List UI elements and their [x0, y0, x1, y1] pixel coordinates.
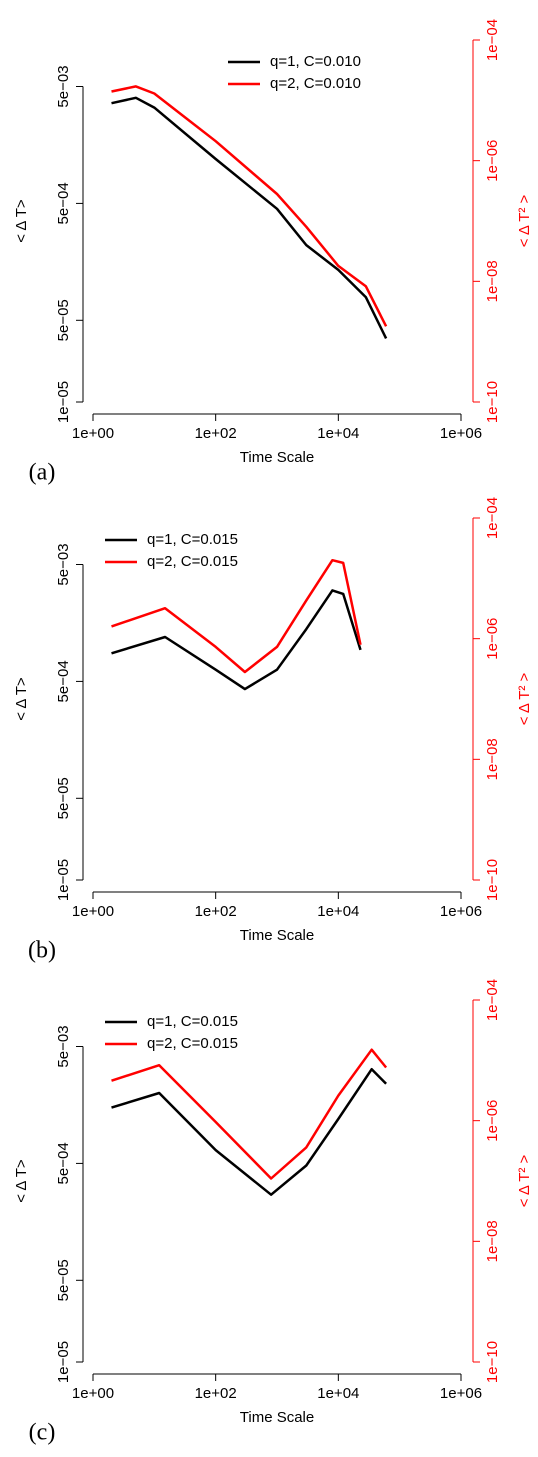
y2-tick-label: 1e−04 — [484, 19, 501, 61]
y2-axis-label: < Δ T² > — [516, 672, 533, 725]
x-tick-label: 1e+06 — [440, 425, 482, 442]
series-line — [111, 1048, 388, 1180]
series-line — [111, 589, 362, 691]
y-axis-label: < Δ T> — [13, 1159, 30, 1203]
y-axis-label: < Δ T> — [13, 677, 30, 721]
y2-tick-label: 1e−10 — [484, 859, 501, 901]
series-line — [111, 85, 388, 327]
series-line — [111, 1067, 387, 1196]
y2-tick-label: 1e−10 — [484, 381, 501, 423]
y2-tick-label: 1e−04 — [484, 979, 501, 1021]
panel-label: (b) — [28, 938, 56, 964]
y-tick-label: 5e−05 — [55, 1259, 72, 1301]
y-tick-label: 1e−05 — [55, 859, 72, 901]
x-tick-label: 1e+02 — [195, 1385, 237, 1402]
y-tick-label: 5e−04 — [55, 660, 72, 702]
legend-label: q=2, C=0.010 — [270, 75, 361, 92]
legend-label: q=1, C=0.015 — [147, 531, 238, 548]
x-tick-label: 1e+00 — [72, 425, 114, 442]
y-axis-label: < Δ T> — [13, 199, 30, 243]
x-axis-label: Time Scale — [240, 1409, 314, 1426]
series-line — [111, 558, 362, 674]
legend-label: q=2, C=0.015 — [147, 553, 238, 570]
y-tick-label: 5e−03 — [55, 1025, 72, 1067]
y2-tick-label: 1e−06 — [484, 140, 501, 182]
panel-label: (c) — [29, 1420, 56, 1446]
y-tick-label: 5e−04 — [55, 182, 72, 224]
x-tick-label: 1e+06 — [440, 1385, 482, 1402]
y2-tick-label: 1e−06 — [484, 1100, 501, 1142]
y-tick-label: 5e−03 — [55, 65, 72, 107]
legend-label: q=1, C=0.010 — [270, 53, 361, 70]
y-tick-label: 5e−05 — [55, 777, 72, 819]
x-tick-label: 1e+06 — [440, 903, 482, 920]
legend-label: q=2, C=0.015 — [147, 1035, 238, 1052]
y-tick-label: 1e−05 — [55, 1341, 72, 1383]
legend-label: q=1, C=0.015 — [147, 1013, 238, 1030]
y2-tick-label: 1e−08 — [484, 738, 501, 780]
y2-tick-label: 1e−08 — [484, 260, 501, 302]
x-tick-label: 1e+02 — [195, 903, 237, 920]
series-line — [111, 96, 388, 339]
y2-axis-label: < Δ T² > — [516, 194, 533, 247]
x-tick-label: 1e+04 — [317, 903, 359, 920]
y2-axis-label: < Δ T² > — [516, 1154, 533, 1207]
x-tick-label: 1e+04 — [317, 425, 359, 442]
x-axis-label: Time Scale — [240, 449, 314, 466]
x-tick-label: 1e+00 — [72, 1385, 114, 1402]
y2-tick-label: 1e−06 — [484, 618, 501, 660]
y2-tick-label: 1e−04 — [484, 497, 501, 539]
y2-tick-label: 1e−10 — [484, 1341, 501, 1383]
x-axis-label: Time Scale — [240, 927, 314, 944]
y-tick-label: 1e−05 — [55, 381, 72, 423]
y2-tick-label: 1e−08 — [484, 1220, 501, 1262]
y-tick-label: 5e−03 — [55, 543, 72, 585]
y-tick-label: 5e−04 — [55, 1142, 72, 1184]
x-tick-label: 1e+02 — [195, 425, 237, 442]
y-tick-label: 5e−05 — [55, 299, 72, 341]
x-tick-label: 1e+04 — [317, 1385, 359, 1402]
panel-label: (a) — [29, 460, 56, 486]
x-tick-label: 1e+00 — [72, 903, 114, 920]
